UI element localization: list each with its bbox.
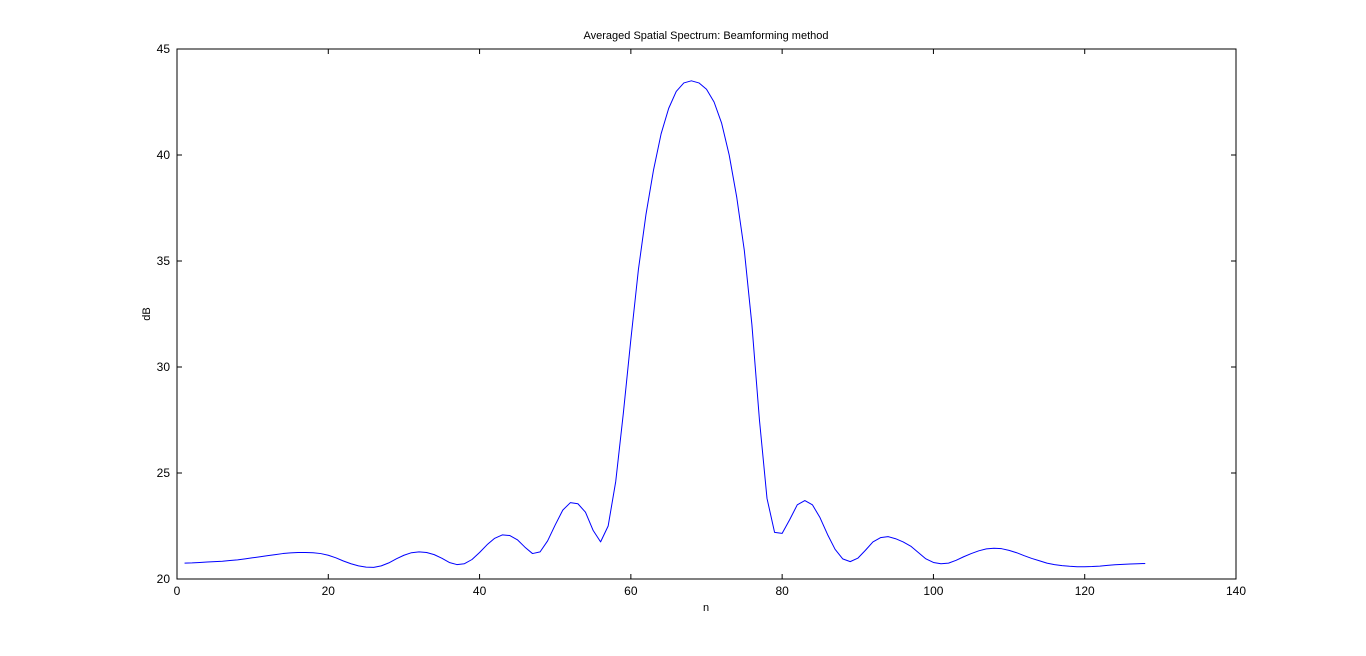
y-tick-label: 30	[157, 360, 171, 374]
y-tick-label: 25	[157, 466, 171, 480]
plot-frame	[176, 48, 1237, 580]
x-axis-label: n	[703, 602, 709, 614]
y-tick-label: 35	[157, 254, 171, 268]
x-tick-label: 120	[1075, 584, 1095, 598]
x-tick-label: 100	[923, 584, 943, 598]
x-tick-label: 0	[174, 584, 181, 598]
y-tick-label: 20	[157, 572, 171, 586]
y-tick-label: 40	[157, 148, 171, 162]
plot-area	[177, 49, 1236, 579]
x-tick-label: 60	[624, 584, 638, 598]
x-tick-label: 140	[1226, 584, 1246, 598]
series-line	[184, 80, 1146, 568]
x-tick-label: 20	[322, 584, 336, 598]
chart-title: Averaged Spatial Spectrum: Beamforming m…	[584, 30, 829, 42]
y-axis-tick-labels: 20 25 30 35 40 45	[157, 42, 171, 586]
x-tick-label: 40	[473, 584, 487, 598]
x-axis-tick-labels: 0 20 40 60 80 100 120 140	[174, 584, 1247, 598]
x-tick-label: 80	[775, 584, 789, 598]
y-tick-label: 45	[157, 42, 171, 56]
y-axis-label: dB	[141, 307, 153, 320]
